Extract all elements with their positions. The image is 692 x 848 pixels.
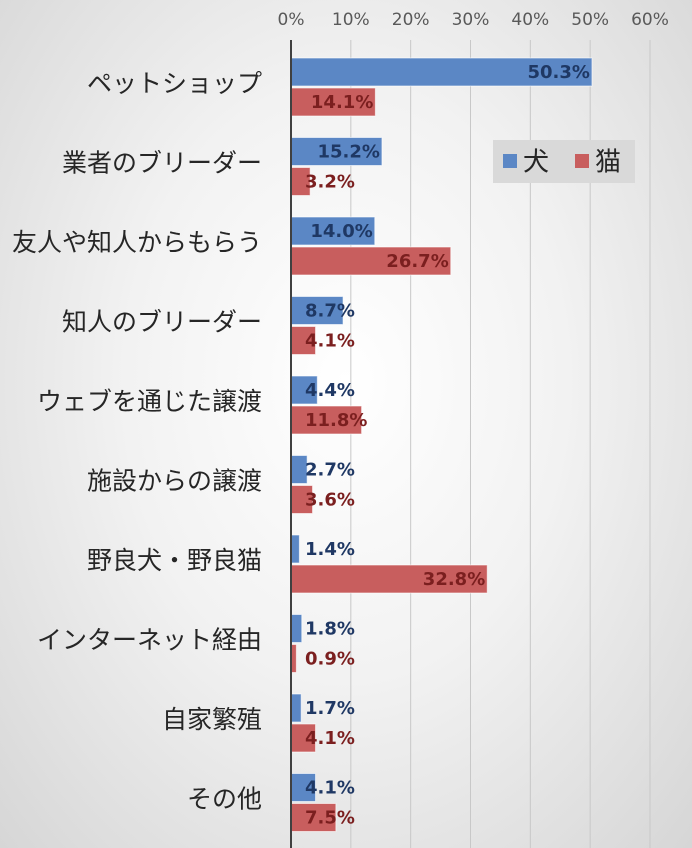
value-label: 15.2% — [317, 142, 379, 163]
x-tick-label: 0% — [278, 10, 305, 30]
value-label: 4.1% — [305, 778, 355, 799]
category-label: 業者のブリーダー — [62, 149, 262, 178]
legend-label: 犬 — [523, 148, 549, 178]
value-label: 1.4% — [305, 539, 355, 560]
category-label: 施設からの譲渡 — [87, 467, 262, 496]
category-label: 自家繁殖 — [162, 705, 262, 734]
value-label: 14.1% — [311, 92, 373, 113]
bar — [290, 326, 317, 355]
bar — [290, 534, 300, 564]
bar — [290, 375, 318, 405]
category-label: その他 — [187, 785, 262, 814]
legend-swatch — [575, 154, 589, 168]
value-label: 4.1% — [305, 331, 355, 352]
value-label: 1.7% — [305, 698, 355, 719]
category-label: 知人のブリーダー — [62, 308, 262, 337]
bar — [290, 614, 303, 643]
x-tick-label: 50% — [571, 10, 609, 30]
bar — [290, 693, 302, 723]
value-label: 7.5% — [305, 808, 355, 829]
legend-swatch — [503, 154, 517, 168]
value-label: 14.0% — [310, 221, 372, 242]
category-label: インターネット経由 — [37, 626, 262, 655]
bar — [290, 57, 593, 87]
bar — [290, 296, 344, 325]
value-label: 50.3% — [528, 62, 590, 83]
bar — [290, 246, 452, 276]
bar — [290, 773, 317, 802]
bar — [290, 803, 337, 832]
value-label: 4.1% — [305, 728, 355, 749]
category-label: 野良犬・野良猫 — [87, 546, 262, 575]
bar — [290, 137, 383, 166]
value-label: 0.9% — [305, 649, 355, 670]
value-label: 8.7% — [305, 301, 355, 322]
category-label: ペットショップ — [87, 69, 262, 98]
value-label: 26.7% — [386, 251, 448, 272]
category-label: ウェブを通じた譲渡 — [37, 387, 262, 416]
category-label: 友人や知人からもらう — [12, 228, 262, 257]
x-tick-label: 30% — [452, 10, 490, 30]
x-tick-label: 10% — [332, 10, 370, 30]
x-tick-label: 20% — [392, 10, 430, 30]
value-label: 1.8% — [305, 619, 355, 640]
bar — [290, 564, 488, 594]
value-label: 3.6% — [305, 490, 355, 511]
value-label: 32.8% — [423, 569, 485, 590]
x-tick-label: 40% — [511, 10, 549, 30]
value-label: 11.8% — [305, 410, 367, 431]
legend-label: 猫 — [595, 148, 621, 178]
bar — [290, 216, 376, 246]
value-label: 3.2% — [305, 172, 355, 193]
value-label: 4.4% — [305, 380, 355, 401]
x-tick-label: 60% — [631, 10, 669, 30]
value-label: 2.7% — [305, 460, 355, 481]
